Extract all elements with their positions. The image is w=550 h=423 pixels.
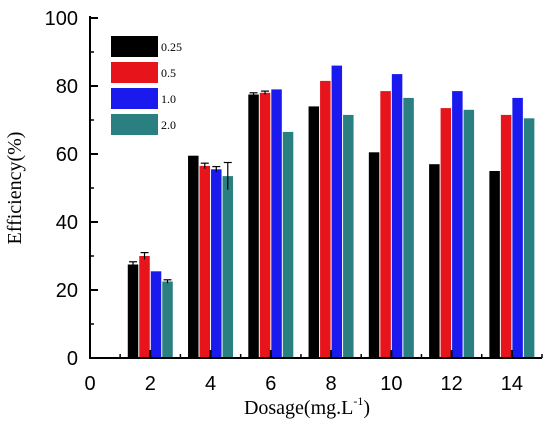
bar [523,118,535,358]
x-tick-label: 8 [326,373,337,395]
x-tick-label: 2 [145,373,156,395]
bar [320,80,331,359]
x-axis-label-suffix: ) [363,397,370,419]
bar [127,264,139,358]
bar [199,165,211,358]
bar [452,91,463,358]
y-axis-label: Efficiency(%) [4,132,26,245]
x-tick-label: 10 [380,373,402,395]
legend-label: 0.25 [161,40,182,54]
x-axis-label-superscript: -1 [353,394,363,408]
bar [463,109,475,358]
bar [489,171,500,358]
legend-label: 1.0 [161,92,176,106]
legend-swatch [111,36,158,57]
legend-swatch [111,88,158,109]
bar [308,106,320,359]
legend: 0.25 0.5 1.0 2.0 [111,36,182,135]
y-tick-label: 0 [67,348,78,370]
bar [150,271,162,358]
y-tick-label: 100 [45,8,78,30]
bar [429,164,440,358]
bar [440,108,452,358]
bar [500,114,512,359]
bar [282,131,294,358]
bar [188,155,199,358]
x-axis-label: Dosage(mg.L-1) [244,394,370,419]
bar [248,94,259,358]
bar [162,281,173,358]
bars-layer [127,65,535,359]
bar [380,91,391,358]
bar [259,92,271,359]
x-axis-label-main: Dosage(mg.L [244,397,353,419]
legend-label: 0.5 [161,66,176,80]
y-tick-label: 60 [56,144,78,166]
bar [391,74,403,358]
legend-label: 2.0 [161,118,176,132]
y-tick-label: 20 [56,280,78,302]
x-tick-label: 6 [265,373,276,395]
x-tick-label: 12 [440,373,462,395]
y-tick-label: 40 [56,212,78,234]
legend-swatch [111,114,158,135]
bar [343,114,354,359]
x-tick-label: 0 [84,373,95,395]
y-tick-label: 80 [56,76,78,98]
bar [368,152,380,358]
bar [403,97,414,359]
bar [331,65,343,358]
legend-swatch [111,62,158,83]
bar [211,169,222,358]
bar [512,97,523,359]
bar [271,89,282,359]
x-tick-label: 14 [501,373,523,395]
bar [222,176,234,358]
x-tick-label: 4 [205,373,216,395]
bar [139,256,150,358]
axes-layer: 0 20 40 60 80 100 0 2 4 6 8 10 12 14 [45,8,543,395]
